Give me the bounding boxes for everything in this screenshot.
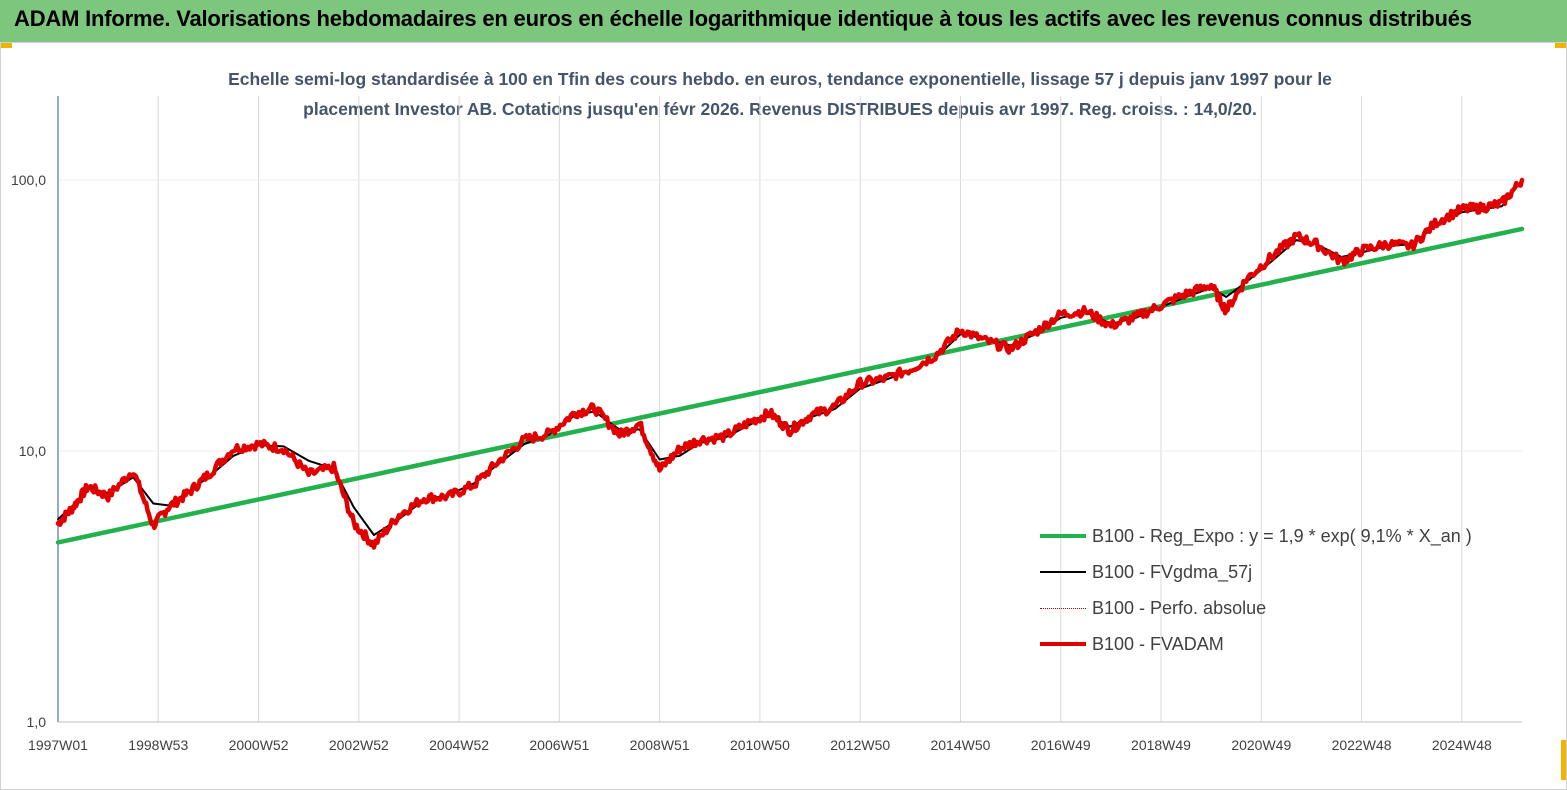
series-line-3 bbox=[55, 177, 1525, 550]
x-tick-label: 2020W49 bbox=[1231, 737, 1291, 753]
legend-swatch bbox=[1040, 571, 1086, 573]
legend-swatch bbox=[1040, 607, 1086, 609]
legend-label: B100 - Reg_Expo : y = 1,9 * exp( 9,1% * … bbox=[1092, 525, 1472, 546]
x-tick-label: 2006W51 bbox=[529, 737, 589, 753]
x-tick-label: 2016W49 bbox=[1031, 737, 1091, 753]
corner-mark-top-left bbox=[0, 42, 12, 48]
series-line-0 bbox=[55, 226, 1525, 545]
y-tick-label: 10,0 bbox=[19, 443, 46, 459]
x-tick-label: 1997W01 bbox=[28, 737, 88, 753]
legend-label: B100 - FVgdma_57j bbox=[1092, 561, 1253, 582]
x-tick-label: 2008W51 bbox=[630, 737, 690, 753]
x-tick-label: 2002W52 bbox=[329, 737, 389, 753]
legend-label: B100 - FVADAM bbox=[1092, 633, 1224, 654]
corner-mark-bottom-right bbox=[1561, 740, 1567, 780]
y-tick-label: 1,0 bbox=[27, 714, 47, 730]
chart-title-line-1: Echelle semi-log standardisée à 100 en T… bbox=[228, 69, 1332, 89]
report-banner: ADAM Informe. Valorisations hebdomadaire… bbox=[0, 0, 1567, 43]
x-tick-label: 2018W49 bbox=[1131, 737, 1191, 753]
report-title: ADAM Informe. Valorisations hebdomadaire… bbox=[14, 6, 1472, 31]
legend-item: B100 - FVgdma_57j bbox=[1040, 554, 1472, 590]
x-tick-label: 1998W53 bbox=[128, 737, 188, 753]
x-tick-label: 2024W48 bbox=[1432, 737, 1492, 753]
x-tick-label: 2000W52 bbox=[229, 737, 289, 753]
legend-swatch bbox=[1040, 642, 1086, 646]
x-tick-label: 2014W50 bbox=[930, 737, 990, 753]
x-tick-label: 2004W52 bbox=[429, 737, 489, 753]
chart-title-line-2: placement Investor AB. Cotations jusqu'e… bbox=[303, 99, 1257, 119]
legend-item: B100 - FVADAM bbox=[1040, 626, 1472, 662]
legend-label: B100 - Perfo. absolue bbox=[1092, 597, 1267, 618]
legend-item: B100 - Reg_Expo : y = 1,9 * exp( 9,1% * … bbox=[1040, 518, 1472, 554]
legend-swatch bbox=[1040, 534, 1086, 538]
corner-mark-top-right bbox=[1555, 42, 1567, 48]
legend-item: B100 - Perfo. absolue bbox=[1040, 590, 1472, 626]
series-line-1 bbox=[57, 179, 1523, 536]
x-tick-label: 2012W50 bbox=[830, 737, 890, 753]
x-tick-label: 2010W50 bbox=[730, 737, 790, 753]
x-tick-label: 2022W48 bbox=[1332, 737, 1392, 753]
y-tick-label: 100,0 bbox=[11, 172, 46, 188]
chart-legend: B100 - Reg_Expo : y = 1,9 * exp( 9,1% * … bbox=[1040, 518, 1472, 662]
